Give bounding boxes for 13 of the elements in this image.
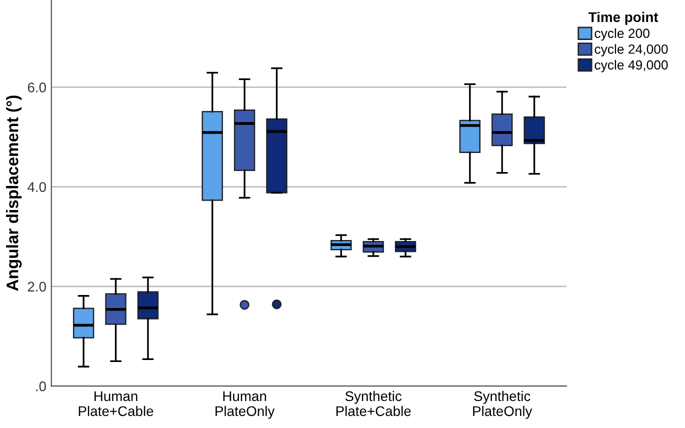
x-tick-label: Synthetic Plate+Cable (336, 390, 411, 416)
legend-label: cycle 24,000 (594, 44, 668, 56)
y-tick-label: 4.0 (28, 182, 46, 192)
y-tick-label: 2.0 (28, 282, 46, 292)
x-tick-label: Synthetic PlateOnly (473, 390, 532, 419)
legend-label: cycle 200 (594, 28, 650, 41)
legend-label: cycle 49,000 (594, 60, 668, 72)
y-tick-label: .0 (36, 381, 46, 392)
x-tick-label: Human PlateOnly (216, 391, 275, 419)
y-tick-label: 6.0 (28, 82, 46, 92)
x-tick-label: Human Plate+Cable (78, 391, 154, 416)
legend-title: Time point (588, 12, 658, 25)
y-axis-title: Angular displacement (°) (6, 96, 22, 291)
